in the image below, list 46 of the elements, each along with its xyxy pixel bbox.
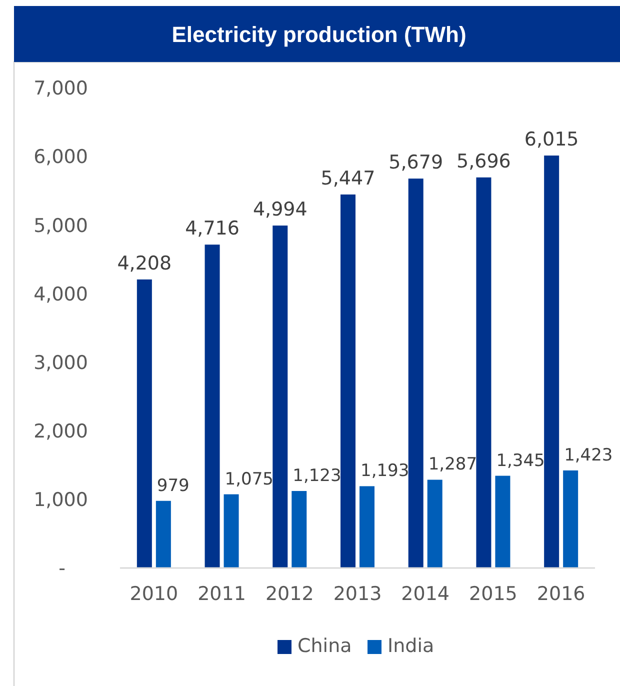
data-label: 4,716 — [185, 218, 240, 240]
bar — [340, 194, 356, 568]
bar — [292, 490, 307, 568]
x-tick-label: 2014 — [401, 583, 450, 605]
data-label: 5,679 — [388, 152, 444, 174]
x-tick-label: 2016 — [536, 583, 586, 605]
x-tick-label: 2012 — [265, 583, 314, 605]
data-label: 1,423 — [564, 445, 613, 466]
y-tick-label: 4,000 — [34, 283, 88, 306]
bar — [476, 177, 492, 568]
x-tick-label: 2015 — [469, 583, 518, 605]
data-label: 5,696 — [456, 150, 511, 172]
bar — [544, 156, 560, 568]
data-label: 6,015 — [524, 128, 579, 151]
data-label: 1,345 — [496, 450, 545, 471]
chart-title: Electricity production (TWh) — [172, 22, 466, 47]
x-tick-label: 2011 — [198, 583, 246, 605]
legend-label: China — [298, 635, 352, 657]
y-tick-label: - — [58, 558, 66, 580]
bar — [360, 486, 374, 568]
bar — [224, 494, 239, 568]
x-tick-label: 2010 — [130, 583, 178, 605]
y-tick-label: 2,000 — [34, 420, 88, 443]
y-tick-label: 5,000 — [34, 214, 88, 237]
bar — [408, 178, 424, 568]
y-tick-label: 1,000 — [34, 489, 88, 512]
bar — [495, 476, 510, 568]
bar — [156, 500, 171, 568]
bar — [563, 470, 578, 568]
data-label: 1,287 — [428, 454, 478, 475]
y-tick-label: 3,000 — [34, 352, 88, 374]
x-tick-label: 2013 — [333, 583, 382, 605]
data-label: 4,208 — [117, 252, 172, 274]
data-label: 1,075 — [224, 469, 274, 490]
y-tick-label: 6,000 — [34, 146, 88, 168]
data-label: 979 — [156, 476, 190, 496]
bar — [427, 480, 442, 568]
data-label: 1,123 — [292, 466, 342, 486]
data-label: 5,447 — [320, 167, 376, 190]
bar — [136, 279, 152, 568]
y-tick-label: 7,000 — [34, 78, 88, 100]
legend-label: India — [388, 635, 434, 657]
data-label: 1,193 — [360, 461, 410, 482]
bar — [272, 226, 288, 568]
bar — [204, 244, 220, 568]
data-label: 4,994 — [252, 198, 308, 221]
